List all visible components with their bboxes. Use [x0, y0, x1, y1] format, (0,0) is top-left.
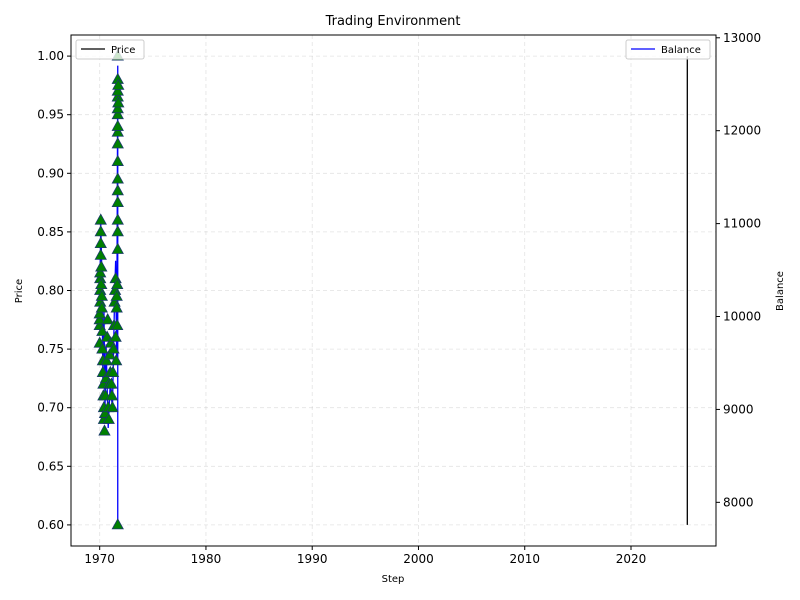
y-left-tick-label: 1.00 [37, 49, 64, 63]
buy-marker [106, 365, 120, 377]
y-right-tick-label: 12000 [723, 124, 761, 138]
buy-marker [101, 312, 114, 325]
buy-marker [112, 96, 125, 108]
y-left-tick-label: 0.75 [37, 342, 64, 356]
buy-marker [98, 424, 111, 436]
y-left-tick-label: 0.95 [37, 108, 64, 122]
x-tick-label: 1980 [191, 552, 222, 566]
buy-marker [111, 125, 124, 137]
buy-marker [111, 172, 124, 184]
y-right-tick-label: 13000 [723, 31, 761, 45]
buy-marker [111, 225, 124, 237]
buy-marker [95, 260, 108, 272]
x-tick-label: 2020 [616, 552, 647, 566]
buy-marker [111, 184, 124, 196]
buy-marker [111, 107, 124, 120]
buy-marker [95, 289, 108, 301]
legend-price-label: Price [111, 45, 135, 56]
y-left-tick-label: 0.70 [37, 401, 64, 415]
y-axis-right-label: Balance [775, 271, 786, 311]
buy-marker [95, 277, 108, 290]
legend-balance: Balance [625, 39, 711, 60]
legend-price-box [75, 39, 145, 60]
y-right-tick-label: 11000 [723, 217, 761, 231]
buy-marker [103, 348, 116, 360]
buy-marker [94, 236, 107, 249]
buy-marker [111, 195, 124, 207]
y-left-tick-label: 0.60 [37, 518, 64, 532]
y-left-tick-label: 0.80 [37, 284, 64, 298]
buy-marker [110, 301, 123, 313]
buy-marker [107, 342, 120, 354]
grid-layer [71, 35, 716, 546]
buy-marker [96, 324, 109, 336]
y-right-tick-label: 8000 [723, 495, 754, 509]
buy-marker [100, 353, 113, 366]
buy-marker [112, 78, 125, 90]
y-left-tick-label: 0.65 [37, 459, 64, 473]
buy-marker [111, 84, 124, 96]
buy-marker [94, 266, 107, 278]
y-left-tick-label: 0.90 [37, 166, 64, 180]
x-tick-label: 1970 [84, 552, 115, 566]
buy-marker [111, 137, 124, 149]
x-tick-label: 1990 [297, 552, 328, 566]
buy-marker [111, 119, 124, 131]
y-right-tick-label: 9000 [723, 402, 754, 416]
buy-marker [94, 225, 107, 237]
buy-marker [105, 389, 119, 401]
y-axis-left: 0.60 0.65 0.70 0.75 0.80 0.85 0.90 0.95 1.00 [37, 49, 71, 532]
buy-marker [110, 289, 123, 301]
buy-marker [93, 307, 106, 319]
buy-marker [111, 154, 124, 166]
buy-marker [111, 213, 124, 225]
buy-marker [109, 330, 122, 342]
legend-balance-box [625, 39, 711, 60]
y-left-tick-label: 0.85 [37, 225, 64, 239]
buy-marker [111, 102, 124, 114]
x-tick-label: 2010 [509, 552, 540, 566]
buy-marker [105, 377, 118, 389]
legend-price: Price [75, 39, 145, 60]
chart-title: Trading Environment [325, 14, 461, 29]
buy-marker [106, 400, 119, 413]
buy-marker [94, 248, 107, 260]
marker-layer [93, 49, 125, 530]
buy-marker [109, 353, 123, 366]
buy-marker [111, 518, 124, 530]
y-axis-left-label: Price [14, 279, 25, 303]
legend-balance-label: Balance [661, 45, 701, 56]
x-axis: 1970 1980 1990 2000 2010 2020 [84, 546, 646, 566]
buy-marker [102, 412, 115, 424]
buy-marker [93, 312, 106, 325]
x-tick-label: 2000 [403, 552, 434, 566]
x-axis-label: Step [382, 574, 405, 585]
buy-marker [111, 242, 124, 254]
buy-marker [96, 342, 109, 354]
y-axis-right: 8000 9000 10000 11000 12000 13000 [716, 31, 761, 509]
buy-marker [94, 213, 107, 225]
buy-marker [95, 301, 108, 313]
buy-marker [111, 277, 124, 290]
buy-marker [111, 318, 124, 331]
y-right-tick-label: 10000 [723, 310, 761, 324]
